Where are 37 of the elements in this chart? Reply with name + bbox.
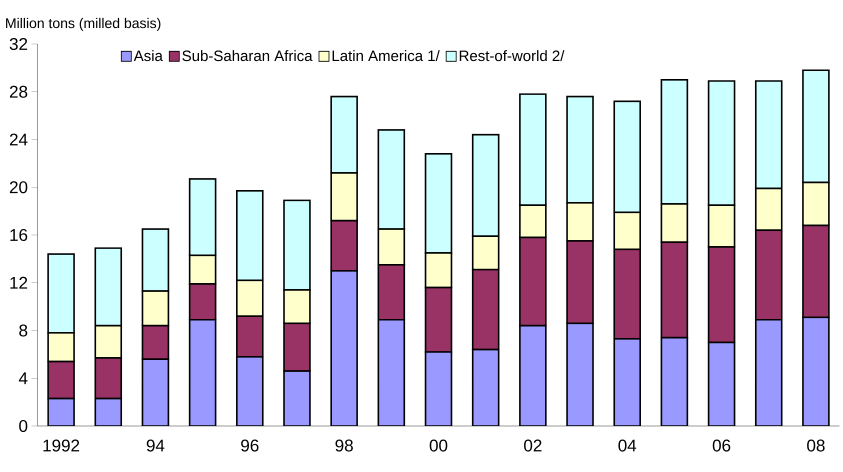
legend-label: Sub-Saharan Africa [182, 50, 313, 62]
bar [142, 358, 170, 426]
x-tick-label: 06 [712, 440, 730, 452]
y-tick-label: 0 [19, 420, 28, 432]
bar [613, 338, 641, 426]
bar [519, 324, 547, 426]
x-tick-label: 00 [430, 440, 448, 452]
legend-label: Asia [134, 50, 163, 62]
y-axis-title: Million tons (milled basis) [6, 18, 160, 31]
bar [708, 342, 736, 426]
x-tick-label: 1992 [43, 440, 80, 452]
x-tick-label: 02 [524, 440, 542, 452]
bar [236, 356, 264, 426]
y-tick-label: 28 [10, 86, 28, 98]
bar [472, 348, 500, 426]
bar [754, 318, 783, 426]
y-tick-label: 4 [18, 372, 28, 384]
bar [188, 318, 216, 426]
legend-label: Rest-of-world 2/ [460, 50, 564, 62]
y-tick-label: 16 [10, 228, 28, 242]
y-tick-label: 32 [10, 38, 28, 50]
x-tick-label: 94 [146, 440, 164, 452]
bar [424, 351, 452, 426]
bar [802, 316, 830, 426]
legend-label: Latin America 1/ [332, 50, 440, 62]
bar [378, 318, 406, 426]
x-tick-label: 08 [807, 440, 825, 452]
x-tick-label: 96 [241, 440, 258, 452]
x-tick-label: 98 [335, 440, 353, 452]
bar [330, 270, 358, 426]
x-tick-label: 04 [618, 440, 636, 452]
bar [660, 336, 688, 426]
bar [566, 322, 594, 426]
y-tick-label: 8 [19, 324, 28, 337]
y-tick-label: 24 [10, 134, 28, 146]
y-tick-label: 20 [10, 181, 28, 194]
y-tick-label: 12 [10, 276, 28, 289]
